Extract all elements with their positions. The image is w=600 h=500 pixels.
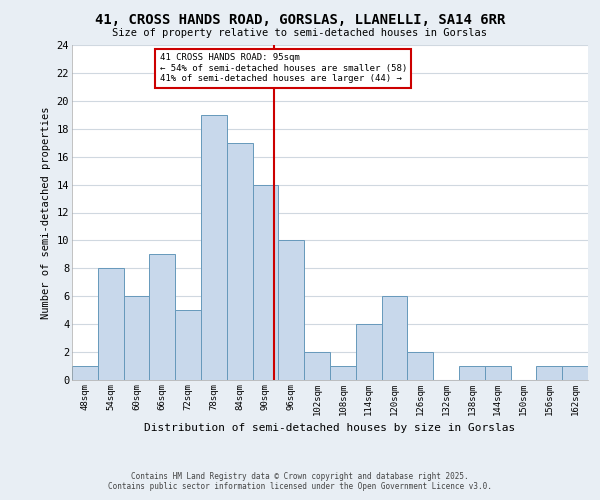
Bar (485, 366, 511, 380)
Bar (459, 366, 485, 380)
Bar (382, 296, 407, 380)
Bar (356, 324, 382, 380)
Bar (304, 352, 330, 380)
X-axis label: Distribution of semi-detached houses by size in Gorslas: Distribution of semi-detached houses by … (145, 424, 515, 434)
Text: Contains HM Land Registry data © Crown copyright and database right 2025.
Contai: Contains HM Land Registry data © Crown c… (108, 472, 492, 491)
Text: 41 CROSS HANDS ROAD: 95sqm
← 54% of semi-detached houses are smaller (58)
41% of: 41 CROSS HANDS ROAD: 95sqm ← 54% of semi… (160, 54, 407, 83)
Bar (278, 240, 304, 380)
Text: 41, CROSS HANDS ROAD, GORSLAS, LLANELLI, SA14 6RR: 41, CROSS HANDS ROAD, GORSLAS, LLANELLI,… (95, 12, 505, 26)
Bar (98, 268, 124, 380)
Bar (149, 254, 175, 380)
Bar (562, 366, 588, 380)
Bar (124, 296, 149, 380)
Bar (175, 310, 201, 380)
Text: Size of property relative to semi-detached houses in Gorslas: Size of property relative to semi-detach… (113, 28, 487, 38)
Bar (227, 142, 253, 380)
Bar (201, 115, 227, 380)
Bar (536, 366, 562, 380)
Bar (407, 352, 433, 380)
Bar (330, 366, 356, 380)
Y-axis label: Number of semi-detached properties: Number of semi-detached properties (41, 106, 51, 319)
Bar (72, 366, 98, 380)
Bar (253, 184, 278, 380)
